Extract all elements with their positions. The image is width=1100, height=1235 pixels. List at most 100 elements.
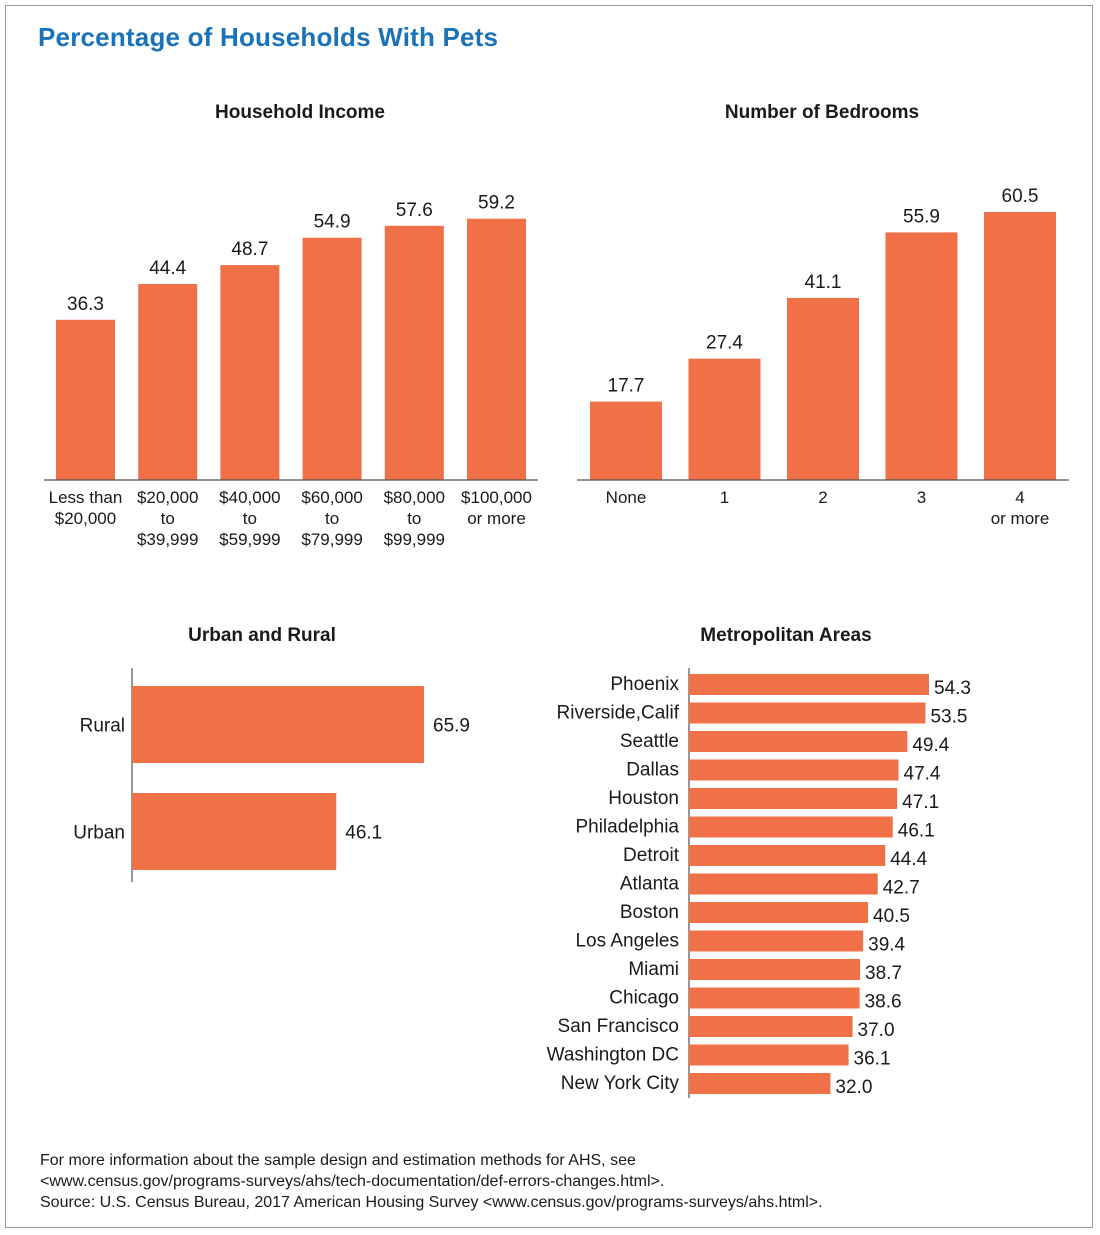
metro-data-label: 40.5: [873, 906, 910, 927]
metro-tick-label: Los Angeles: [575, 931, 679, 952]
figure-frame: [5, 5, 1093, 1228]
metro-bar: [689, 873, 878, 895]
urban-bar: [132, 793, 337, 870]
metro-data-label: 44.4: [890, 849, 927, 870]
metro-data-label: 54.3: [934, 678, 971, 699]
income-tick-label: to: [407, 509, 421, 528]
metro-tick-label: Chicago: [609, 988, 679, 1009]
metro-bar: [689, 959, 861, 980]
footer-line-1: For more information about the sample de…: [40, 1152, 636, 1169]
metro-tick-label: New York City: [561, 1073, 680, 1094]
bedrooms-data-label: 60.5: [1002, 186, 1039, 207]
income-data-label: 57.6: [396, 200, 433, 221]
income-data-label: 44.4: [149, 258, 186, 279]
bedrooms-tick-label: 2: [818, 488, 827, 507]
income-tick-label: to: [161, 509, 175, 528]
income-chart-title: Household Income: [215, 102, 385, 123]
metro-tick-label: Phoenix: [610, 674, 679, 695]
income-tick-label: $80,000: [384, 488, 445, 507]
metro-bar: [689, 702, 926, 724]
metro-bar: [689, 759, 899, 781]
bedrooms-bar: [885, 232, 958, 480]
metro-data-label: 42.7: [883, 878, 920, 899]
metro-tick-label: Miami: [628, 959, 679, 980]
metro-data-label: 38.7: [865, 963, 902, 984]
bedrooms-bar: [984, 212, 1056, 480]
metro-tick-label: Riverside,Calif: [557, 703, 680, 724]
bedrooms-tick-label: 1: [720, 488, 729, 507]
metro-bar: [689, 816, 893, 838]
income-tick-label: $39,999: [137, 530, 198, 549]
metro-tick-label: Philadelphia: [575, 817, 679, 838]
urban-tick-label: Rural: [80, 716, 125, 737]
bedrooms-data-label: 55.9: [903, 206, 940, 227]
metro-tick-label: Boston: [620, 902, 679, 923]
metro-tick-label: Atlanta: [620, 874, 680, 895]
income-bar: [384, 225, 444, 480]
metro-bar: [689, 987, 860, 1009]
income-tick-label: or more: [467, 509, 526, 528]
income-bar: [56, 319, 115, 480]
metro-bar: [689, 1073, 831, 1094]
metro-data-label: 39.4: [868, 935, 905, 956]
income-tick-label: $100,000: [461, 488, 532, 507]
metro-chart-title: Metropolitan Areas: [700, 625, 871, 646]
metro-tick-label: Dallas: [626, 760, 679, 781]
income-tick-label: $40,000: [219, 488, 280, 507]
bedrooms-tick-label: None: [606, 488, 647, 507]
bedrooms-bar: [787, 297, 859, 480]
footer-line-2: <www.census.gov/programs-surveys/ahs/tec…: [40, 1173, 665, 1190]
metro-bar: [689, 930, 864, 952]
bedrooms-tick-label: 3: [917, 488, 926, 507]
metro-tick-label: Washington DC: [547, 1045, 679, 1066]
urban-bar: [132, 686, 424, 763]
income-tick-label: $99,999: [384, 530, 445, 549]
bedrooms-chart-title: Number of Bedrooms: [725, 102, 919, 123]
metro-tick-label: Houston: [608, 788, 679, 809]
income-bar: [302, 237, 362, 480]
income-data-label: 59.2: [478, 193, 515, 214]
income-bar: [138, 284, 198, 480]
metro-bar: [689, 902, 869, 923]
metro-data-label: 37.0: [858, 1020, 895, 1041]
income-tick-label: $20,000: [55, 509, 116, 528]
income-tick-label: to: [243, 509, 257, 528]
footer-line-3: Source: U.S. Census Bureau, 2017 America…: [40, 1194, 823, 1211]
metro-bar: [689, 788, 898, 809]
income-tick-label: Less than: [49, 488, 123, 507]
metro-data-label: 49.4: [912, 735, 949, 756]
footer-notes: For more information about the sample de…: [40, 1150, 823, 1213]
urban-data-label: 46.1: [345, 823, 382, 844]
income-bar: [467, 218, 526, 480]
metro-tick-label: Seattle: [620, 731, 679, 752]
metro-tick-label: Detroit: [623, 845, 680, 866]
income-tick-label: $79,999: [301, 530, 362, 549]
metro-data-label: 36.1: [854, 1049, 891, 1070]
metro-bar: [689, 1016, 853, 1037]
metro-data-label: 46.1: [898, 821, 935, 842]
metro-tick-label: San Francisco: [558, 1016, 679, 1037]
bedrooms-tick-label: or more: [991, 509, 1050, 528]
figure-title: Percentage of Households With Pets: [38, 22, 499, 52]
bedrooms-bar: [590, 401, 662, 480]
income-tick-label: $20,000: [137, 488, 198, 507]
income-data-label: 48.7: [231, 239, 268, 260]
metro-bar: [689, 731, 908, 752]
metro-bar: [689, 845, 886, 866]
income-bar: [220, 265, 280, 480]
income-tick-label: to: [325, 509, 339, 528]
bedrooms-bar: [688, 358, 761, 480]
metro-data-label: 47.1: [902, 792, 939, 813]
urban-chart-title: Urban and Rural: [188, 625, 336, 646]
metro-data-label: 32.0: [835, 1077, 872, 1098]
metro-bar: [689, 674, 929, 695]
bedrooms-data-label: 27.4: [706, 333, 743, 354]
metro-data-label: 47.4: [904, 764, 941, 785]
bedrooms-data-label: 41.1: [805, 272, 842, 293]
income-tick-label: $60,000: [301, 488, 362, 507]
bedrooms-data-label: 17.7: [608, 376, 645, 397]
metro-data-label: 38.6: [865, 992, 902, 1013]
bedrooms-tick-label: 4: [1015, 488, 1024, 507]
metro-data-label: 53.5: [930, 707, 967, 728]
